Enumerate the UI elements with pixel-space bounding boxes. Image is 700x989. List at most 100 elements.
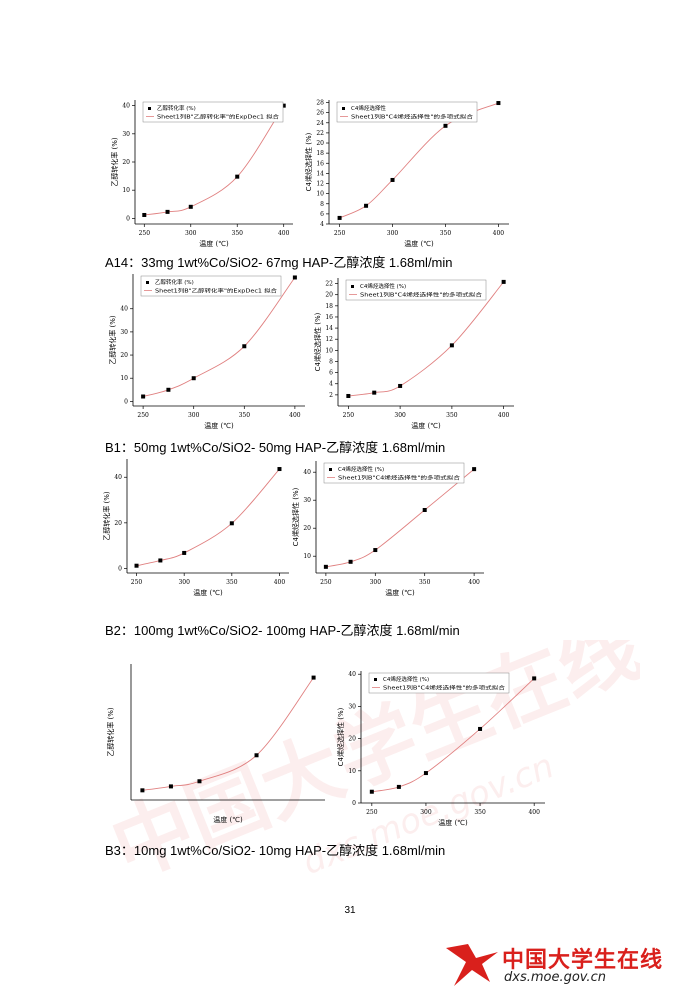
chart-a14-conversion: 250 300 350 400 0 10 20 30 40 温度 (℃) 乙醇转化率 (%) 乙醇转化… — [105, 96, 305, 248]
x-axis-label: 温度 (℃) — [385, 588, 415, 597]
y-tick-label: 22 — [325, 281, 333, 288]
y-tick-label: 14 — [325, 325, 333, 332]
data-point — [142, 212, 147, 217]
legend-box — [368, 672, 510, 694]
y-tick-label: 26 — [316, 110, 324, 117]
chart-b3-selectivity: 250 300 350 400 0 10 20 30 40 温度 (℃) C4烯烃选择性 (%) C4… — [335, 665, 550, 830]
x-tick-label: 250 — [137, 412, 149, 419]
y-tick-label: 30 — [303, 497, 311, 504]
legend-box — [323, 462, 465, 484]
data-point — [140, 788, 145, 793]
y-tick-label: 16 — [325, 314, 333, 321]
chart-b1-conversion: 250 300 350 400 0 10 20 30 40 温度 (℃) 乙醇转化率 (%) 乙醇转化… — [105, 270, 310, 430]
y-tick-label: 4 — [320, 221, 324, 228]
chart-b2-selectivity: 250 300 350 400 10 20 30 40 温度 (℃) C4烯烃选择性 (%) C4烯… — [290, 455, 490, 600]
data-point — [165, 209, 170, 214]
y-tick-label: 30 — [122, 131, 130, 138]
y-axis-label: C4烯烃选择性 (%) — [313, 312, 322, 371]
x-tick-label: 400 — [528, 809, 540, 816]
fit-curve — [136, 468, 280, 567]
legend-fit-label: Sheet1列B"C4烯烃选择性"的多项式拟合 — [338, 475, 460, 482]
data-point — [422, 508, 427, 512]
x-tick-label: 300 — [387, 230, 399, 237]
chart-svg: 250 300 350 400 0 10 20 30 40 温度 (℃) 乙醇转化率 (%) 乙醇转化… — [108, 274, 305, 430]
data-point — [396, 784, 401, 789]
y-tick-label: 20 — [120, 352, 128, 359]
y-tick-label: 20 — [348, 736, 356, 743]
x-axis-label: 温度 (℃) — [411, 421, 441, 430]
data-point — [323, 564, 328, 569]
x-tick-label: 400 — [498, 412, 510, 419]
data-point — [501, 279, 506, 284]
legend-marker — [148, 107, 151, 110]
y-tick-label: 4 — [329, 381, 333, 388]
legend-marker — [329, 468, 332, 471]
caption-b1: B1：50mg 1wt%Co/SiO2- 50mg HAP-乙醇浓度 1.68m… — [105, 440, 446, 455]
y-tick-label: 40 — [303, 469, 311, 476]
y-tick-label: 10 — [325, 347, 333, 354]
chart-b2-conversion: 250 300 350 400 0 20 40 温度 (℃) 乙醇转化率 (%) — [102, 455, 295, 600]
legend-marker — [342, 107, 345, 110]
x-tick-label: 250 — [139, 230, 151, 237]
chart-a14-selectivity: 250 300 350 400 4 6 8 10 12 14 16 18 20 22 24 26 28 温度 (℃… — [304, 96, 515, 248]
legend-scatter-label: 乙醇转化率 (%) — [155, 278, 194, 286]
chart-svg: 250 300 350 400 4 6 8 10 12 14 16 18 20 22 24 26 28 温度 (℃… — [304, 100, 509, 248]
y-tick-label: 10 — [316, 191, 324, 198]
x-tick-label: 400 — [274, 579, 286, 586]
data-point — [292, 275, 297, 280]
y-axis-label: 乙醇转化率 (%) — [110, 137, 119, 187]
y-axis-label: 乙醇转化率 (%) — [106, 707, 115, 757]
data-point — [168, 784, 173, 789]
fit-curve — [371, 678, 535, 793]
fit-curve — [142, 677, 314, 791]
y-tick-label: 18 — [325, 303, 333, 310]
legend-box — [345, 279, 487, 301]
logo-name: 中国大学生在线 — [502, 948, 664, 973]
legend-scatter-label: 乙醇转化率 (%) — [157, 104, 196, 112]
y-tick-label: 14 — [316, 170, 324, 177]
legend-scatter-label: C4烯烃选择性 (%) — [383, 675, 429, 683]
chart-svg: 250 300 350 400 0 10 20 30 40 温度 (℃) 乙醇转化率 (%) 乙醇转化… — [110, 100, 293, 248]
data-point — [532, 676, 537, 681]
data-point — [496, 101, 501, 106]
data-point — [182, 550, 187, 555]
legend-box — [336, 101, 478, 123]
x-axis-label: 温度 (℃) — [404, 239, 434, 248]
logo-runner-icon — [446, 944, 498, 986]
legend-scatter-label: C4烯烃选择性 (%) — [360, 282, 406, 290]
chart-svg: 250 300 350 400 0 20 40 温度 (℃) 乙醇转化率 (%) — [102, 459, 289, 597]
x-tick-label: 300 — [370, 579, 382, 586]
caption-a14: A14：33mg 1wt%Co/SiO2- 67mg HAP-乙醇浓度 1.68… — [105, 255, 453, 270]
chart-svg: 250 300 350 400 2 4 6 8 10 12 14 16 18 20 22 温度 (℃) C4烯烃… — [313, 278, 514, 430]
legend-marker — [146, 281, 149, 284]
y-tick-label: 20 — [114, 520, 122, 527]
x-tick-label: 350 — [239, 412, 251, 419]
y-tick-label: 0 — [124, 398, 128, 405]
data-point — [134, 563, 139, 568]
fit-curve — [325, 468, 475, 568]
data-point — [277, 467, 282, 472]
data-point — [311, 675, 316, 680]
data-point — [281, 103, 286, 108]
y-tick-label: 20 — [316, 140, 324, 147]
data-point — [191, 376, 196, 381]
y-tick-label: 30 — [120, 329, 128, 336]
y-axis-label: C4烯烃选择性 (%) — [291, 487, 300, 546]
legend-scatter-label: C4烯烃选择性 (%) — [338, 465, 384, 473]
data-point — [188, 204, 193, 209]
data-point — [235, 174, 240, 179]
legend-marker — [351, 285, 354, 288]
x-tick-label: 350 — [474, 809, 486, 816]
y-axis-label: C4烯烃选择性 (%) — [304, 132, 313, 191]
data-point — [166, 387, 171, 392]
y-tick-label: 10 — [120, 375, 128, 382]
data-point — [364, 203, 369, 208]
data-point — [423, 771, 428, 776]
legend-marker — [374, 678, 377, 681]
x-tick-label: 300 — [188, 412, 200, 419]
y-axis-label: 乙醇转化率 (%) — [108, 315, 117, 365]
chart-svg: 250 300 350 400 10 20 30 40 温度 (℃) C4烯烃选择性 (%) C4烯… — [291, 461, 484, 597]
chart-b1-selectivity: 250 300 350 400 2 4 6 8 10 12 14 16 18 20 22 温度 (℃) C4烯烃… — [312, 270, 520, 430]
x-tick-label: 400 — [493, 230, 505, 237]
